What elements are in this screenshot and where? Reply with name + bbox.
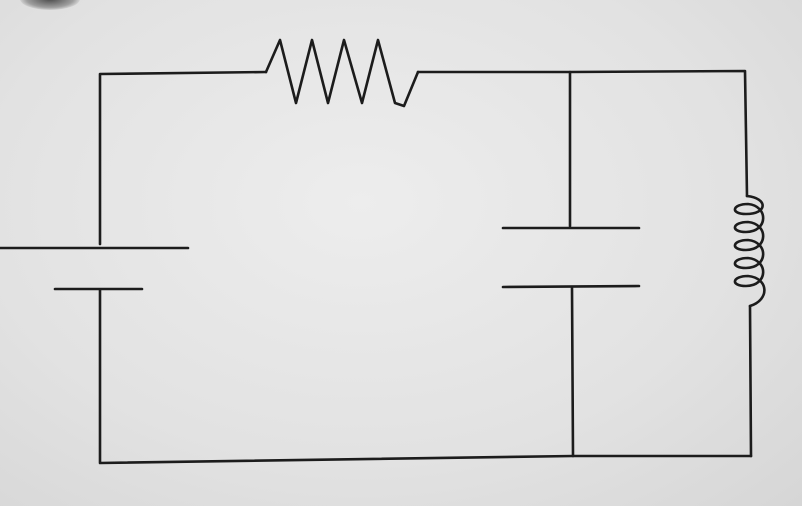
wire-bottom	[98, 288, 753, 465]
wire-capacitor-bottom	[570, 286, 575, 458]
resistor-zigzag	[264, 38, 420, 108]
wire-top-right	[416, 69, 749, 198]
inductor	[733, 194, 766, 308]
capacitor	[501, 226, 641, 289]
photo-shadow	[20, 0, 80, 10]
wire-right-bottom	[748, 304, 753, 458]
resistor	[264, 38, 420, 108]
inductor-coil	[733, 194, 766, 308]
battery	[0, 246, 190, 291]
capacitor-plate-bottom	[501, 284, 641, 289]
wire-top-left	[98, 70, 268, 246]
